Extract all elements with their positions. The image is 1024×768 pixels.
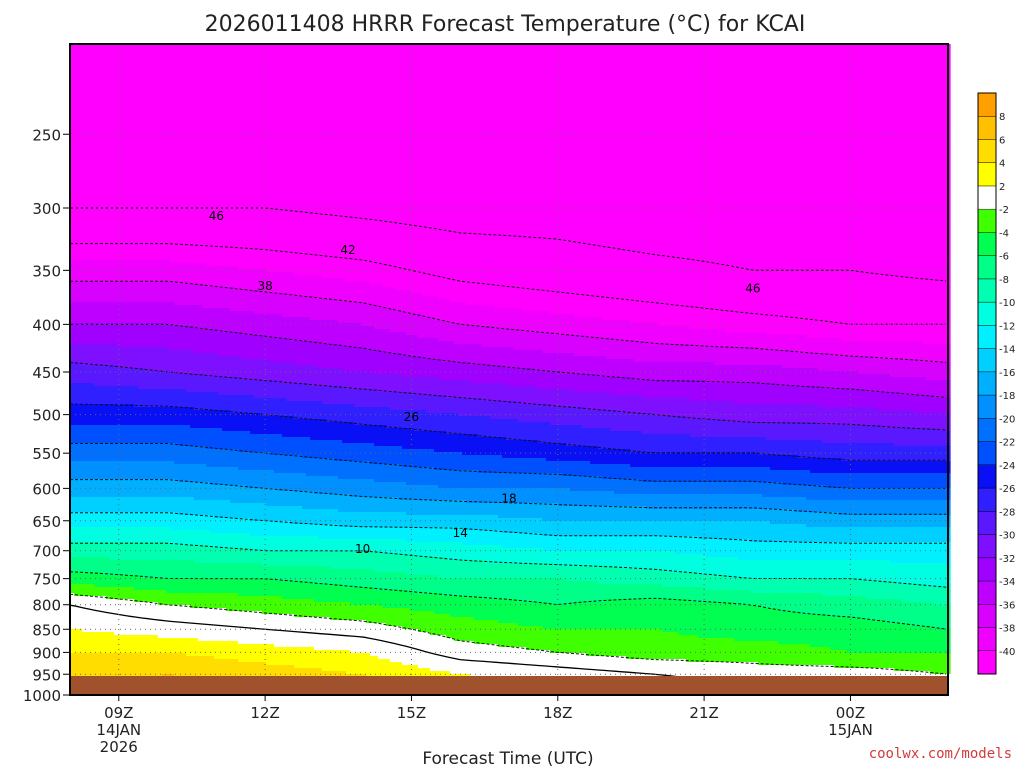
colorbar-label: -22 — [999, 438, 1015, 449]
colorbar-swatch — [978, 372, 996, 396]
x-tick-label: 15Z — [397, 704, 426, 722]
y-tick-label: 500 — [32, 407, 61, 425]
y-tick-label: 1000 — [23, 687, 61, 705]
contour-label: 38 — [257, 279, 272, 293]
colorbar-label: -28 — [999, 507, 1015, 518]
colorbar-swatch — [978, 488, 996, 512]
x-tick-label: 00Z 15JAN — [828, 704, 873, 739]
colorbar-swatch — [978, 581, 996, 605]
colorbar-label: 8 — [999, 112, 1005, 123]
colorbar-swatch — [978, 209, 996, 233]
colorbar-label: -14 — [999, 345, 1015, 356]
y-tick-label: 900 — [32, 644, 61, 662]
contour-label: 10 — [355, 542, 370, 556]
credit-text[interactable]: coolwx.com/models — [869, 746, 1012, 762]
y-tick-label: 350 — [32, 262, 61, 280]
temperature-field — [70, 44, 951, 696]
y-tick-label: 950 — [32, 666, 61, 684]
colorbar-legend: -40-38-36-34-32-30-28-26-24-22-20-18-16-… — [978, 93, 1015, 674]
y-tick-label: 650 — [32, 513, 61, 531]
colorbar-swatch — [978, 139, 996, 163]
colorbar-label: 2 — [999, 182, 1005, 193]
x-tick-label: 12Z — [250, 704, 279, 722]
colorbar-swatch — [978, 116, 996, 140]
colorbar-label: 4 — [999, 159, 1005, 170]
colorbar-label: -40 — [999, 647, 1015, 658]
colorbar-swatch — [978, 558, 996, 582]
contour-label: 14 — [453, 526, 468, 540]
colorbar-swatch — [978, 465, 996, 489]
contour-label: 18 — [501, 491, 516, 505]
colorbar-label: -16 — [999, 368, 1015, 379]
y-tick-label: 600 — [32, 480, 61, 498]
y-tick-label: 300 — [32, 200, 61, 218]
y-tick-label: 800 — [32, 597, 61, 615]
colorbar-swatch — [978, 232, 996, 256]
colorbar-swatch — [978, 442, 996, 466]
y-tick-label: 400 — [32, 316, 61, 334]
x-tick-label: 21Z — [689, 704, 718, 722]
colorbar-swatch — [978, 163, 996, 187]
contour-label: 46 — [745, 281, 760, 295]
colorbar-swatch — [978, 256, 996, 280]
colorbar-label: -6 — [999, 252, 1009, 263]
colorbar-swatch — [978, 302, 996, 326]
colorbar-swatch — [978, 395, 996, 419]
colorbar-label: -4 — [999, 228, 1009, 239]
colorbar-label: -20 — [999, 414, 1015, 425]
ground-layer — [70, 676, 948, 695]
y-tick-label: 250 — [32, 126, 61, 144]
colorbar-label: -2 — [999, 205, 1009, 216]
y-tick-label: 550 — [32, 445, 61, 463]
colorbar-label: -8 — [999, 275, 1009, 286]
colorbar-label: -30 — [999, 531, 1015, 542]
y-tick-label: 700 — [32, 543, 61, 561]
chart-title: 2026011408 HRRR Forecast Temperature (°C… — [205, 12, 806, 37]
colorbar-swatch — [978, 604, 996, 628]
colorbar-swatch — [978, 628, 996, 652]
colorbar-label: 6 — [999, 135, 1005, 146]
colorbar-label: -32 — [999, 554, 1015, 565]
contour-label: 46 — [209, 209, 224, 223]
colorbar-swatch — [978, 93, 996, 117]
colorbar-label: -38 — [999, 624, 1015, 635]
colorbar-swatch — [978, 511, 996, 535]
colorbar-swatch — [978, 418, 996, 442]
contour-label: 42 — [340, 243, 355, 257]
colorbar-label: -36 — [999, 600, 1015, 611]
colorbar-swatch — [978, 186, 996, 210]
time-axis: 09Z 14JAN 2026 12Z 15Z 18Z 21Z 00Z 15JAN — [96, 695, 872, 756]
x-tick-label: 09Z 14JAN 2026 — [96, 704, 141, 756]
colorbar-label: -26 — [999, 484, 1015, 495]
y-tick-label: 450 — [32, 364, 61, 382]
colorbar-label: -24 — [999, 461, 1015, 472]
colorbar-swatch — [978, 651, 996, 675]
colorbar-swatch — [978, 279, 996, 303]
y-tick-label: 850 — [32, 621, 61, 639]
colorbar-swatch — [978, 349, 996, 373]
x-axis-label: Forecast Time (UTC) — [422, 749, 593, 768]
colorbar-label: -10 — [999, 298, 1015, 309]
colorbar-label: -18 — [999, 391, 1015, 402]
x-tick-label: 18Z — [543, 704, 572, 722]
colorbar-swatch — [978, 325, 996, 349]
colorbar-label: -12 — [999, 321, 1015, 332]
y-tick-label: 750 — [32, 571, 61, 589]
colorbar-swatch — [978, 535, 996, 559]
contour-label: 26 — [404, 410, 419, 424]
colorbar-label: -34 — [999, 577, 1015, 588]
pressure-axis: 250 300 350 400 450 500 550 600 650 700 750 800 850 9… — [23, 126, 70, 705]
